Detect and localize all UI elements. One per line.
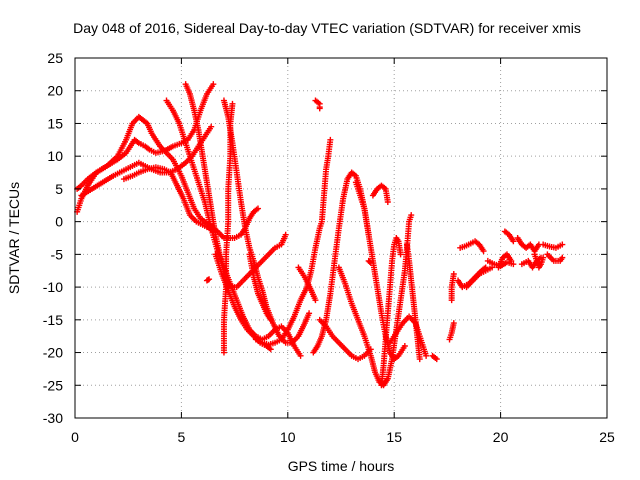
data-point [510,261,517,268]
data-track [246,251,274,323]
x-tick-label: 20 [493,429,509,445]
x-tick-label: 15 [386,429,402,445]
data-point [510,238,517,245]
data-track [316,316,374,363]
data-track [74,81,217,215]
y-axis-label: SDTVAR / TECUs [6,182,22,294]
data-track [531,251,547,271]
y-tick-label: -30 [43,410,63,426]
data-point [365,231,372,238]
data-track [295,264,319,304]
data-point [312,297,319,304]
data-point [208,123,215,130]
data-point [327,136,334,143]
data-track [335,212,415,389]
data-point [384,199,391,205]
data-point [397,251,404,258]
data-point [408,212,415,219]
data-point [433,356,440,363]
data-track [403,241,423,363]
data-point [282,231,289,238]
data-point [540,254,547,261]
y-tick-label: -15 [43,312,63,328]
data-point [423,352,430,359]
data-point [559,241,566,248]
data-point [366,258,373,265]
data-track [220,100,236,356]
data-track [352,179,372,238]
data-track [252,136,334,348]
data-track [365,257,374,266]
data-point [210,81,217,88]
x-tick-label: 10 [280,429,296,445]
y-tick-label: -25 [43,377,63,393]
data-point [559,254,566,261]
data-point [508,257,515,264]
data-point [367,259,374,266]
data-track [448,271,457,304]
data-point [306,310,313,317]
y-tick-label: -20 [43,345,63,361]
y-tick-label: -5 [51,246,64,262]
data-track [544,251,566,264]
data-point [401,343,408,349]
y-tick-label: 25 [47,50,63,66]
data-track [455,264,489,291]
x-tick-label: 0 [71,429,79,445]
tick-layer: 0 5 10 15 20 25 -30 -25 -20 -15 -10 -5 0 5 10 15 20 25 [43,50,615,445]
chart-title: Day 048 of 2016, Sidereal Day-to-day VTE… [73,20,581,36]
data-point [480,248,487,255]
data-point [450,271,457,277]
data-track [386,313,430,359]
x-tick-label: 5 [178,429,186,445]
data-point [255,205,262,212]
data-point [206,276,213,283]
data-track [501,228,517,245]
x-axis-label: GPS time / hours [288,458,395,474]
y-tick-label: 20 [47,83,63,99]
data-track [446,320,457,343]
data-point [267,346,274,353]
data-track [463,264,496,291]
data-point [267,316,274,323]
data-track [369,182,391,205]
data-track [514,235,542,255]
data-track [457,238,487,255]
data-track [495,251,515,271]
y-tick-label: 0 [55,214,63,230]
data-point [450,320,457,327]
data-point [229,100,236,107]
data-point [297,352,304,359]
data-track [203,276,213,284]
grid-layer [75,58,607,418]
data-track [312,97,323,107]
y-tick-label: 5 [55,181,63,197]
y-tick-label: 10 [47,148,63,164]
x-tick-label: 25 [599,429,615,445]
data-track [316,104,323,112]
data-layer [74,81,566,389]
data-point [316,105,323,112]
plot-frame [74,57,608,419]
data-track [540,241,566,251]
y-tick-label: -10 [43,279,63,295]
y-tick-label: 15 [47,115,63,131]
data-track [429,352,440,363]
data-track [378,235,404,389]
data-point [416,356,423,363]
